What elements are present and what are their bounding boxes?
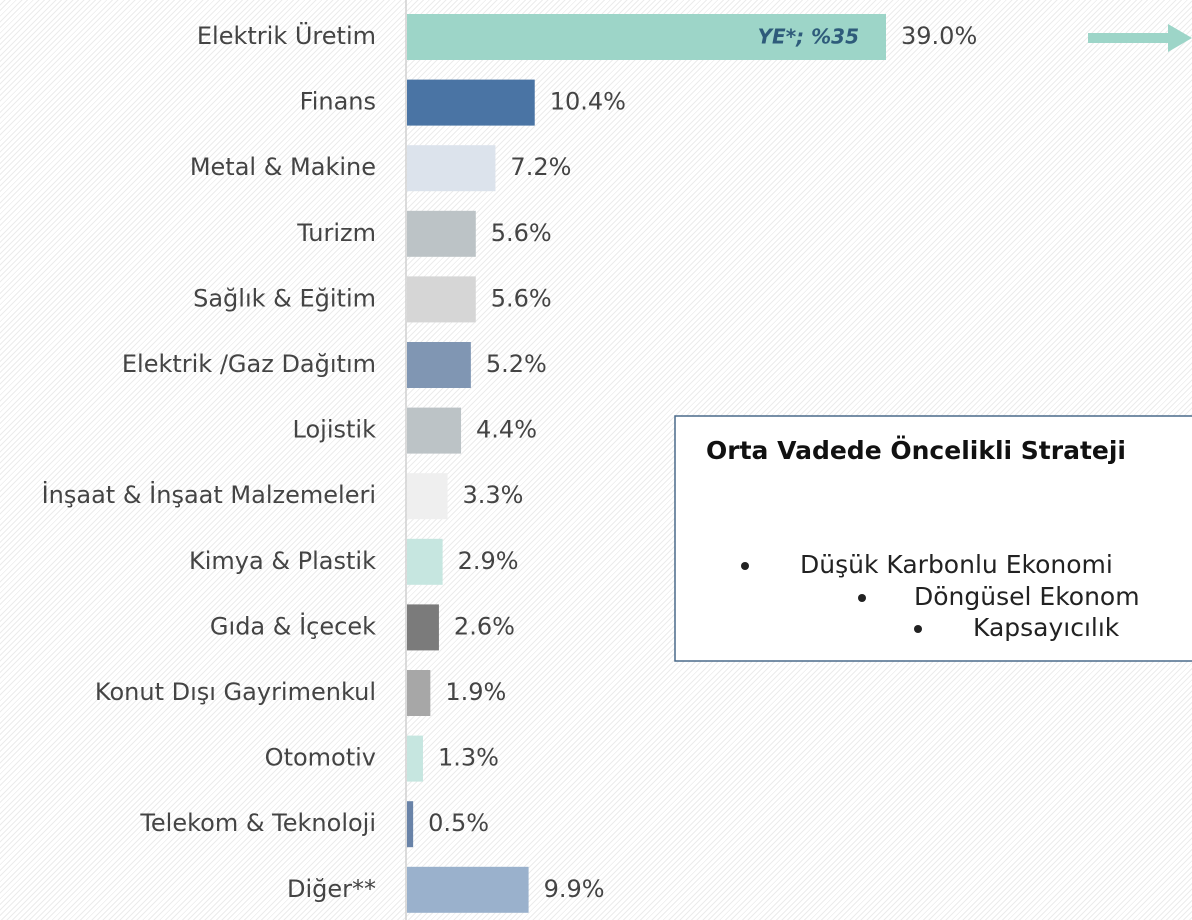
category-label: Konut Dışı Gayrimenkul	[95, 678, 376, 706]
bullet	[914, 625, 922, 633]
value-label: 5.6%	[491, 284, 552, 312]
value-label: 2.9%	[458, 547, 519, 575]
value-label: 3.3%	[463, 481, 524, 509]
bar	[407, 145, 496, 192]
value-label: 10.4%	[550, 88, 626, 116]
bar	[407, 342, 471, 388]
value-label: 7.2%	[510, 153, 571, 181]
category-label: Metal & Makine	[190, 153, 376, 181]
bar	[407, 801, 414, 848]
bar	[407, 866, 529, 913]
bullet	[858, 594, 866, 602]
bar	[407, 538, 443, 585]
value-label: 0.5%	[428, 809, 489, 837]
bullet-text: Düşük Karbonlu Ekonomi	[800, 550, 1113, 579]
bar	[407, 14, 886, 60]
bar	[407, 670, 431, 716]
text-box	[674, 415, 1192, 662]
arrow	[1088, 24, 1192, 52]
value-label: 5.6%	[491, 219, 552, 247]
category-label: Diğer**	[287, 875, 376, 903]
bar-annotation: YE*; %35	[758, 25, 859, 49]
value-label: 1.3%	[438, 744, 499, 772]
bullet-text: Kapsayıcılık	[973, 613, 1120, 642]
category-label: İnşaat & İnşaat Malzemeleri	[42, 480, 376, 509]
bar	[407, 276, 476, 323]
value-label: 1.9%	[445, 678, 506, 706]
bar	[407, 473, 448, 520]
category-label: Elektrik /Gaz Dağıtım	[122, 350, 376, 378]
bar	[407, 407, 462, 454]
category-label: Finans	[300, 88, 376, 116]
bullet	[741, 562, 749, 570]
value-label: 9.9%	[544, 875, 605, 903]
bar	[407, 79, 535, 126]
category-label: Otomotiv	[265, 744, 376, 772]
value-label: 4.4%	[476, 416, 537, 444]
category-label: Kimya & Plastik	[189, 547, 376, 575]
bar	[407, 210, 476, 257]
bar	[407, 735, 423, 782]
category-label: Turizm	[296, 219, 376, 247]
category-label: Elektrik Üretim	[197, 21, 376, 50]
bullet-text: Döngüsel Ekonom	[914, 582, 1140, 611]
value-label: 39.0%	[901, 22, 977, 50]
value-label: 2.6%	[454, 612, 515, 640]
category-label: Sağlık & Eğitim	[193, 284, 376, 312]
category-label: Lojistik	[293, 416, 377, 444]
category-label: Gıda & İçecek	[210, 611, 376, 640]
category-label: Telekom & Teknoloji	[139, 809, 376, 837]
bar	[407, 604, 439, 651]
text-box-title: Orta Vadede Öncelikli Strateji	[706, 435, 1126, 465]
value-label: 5.2%	[486, 350, 547, 378]
